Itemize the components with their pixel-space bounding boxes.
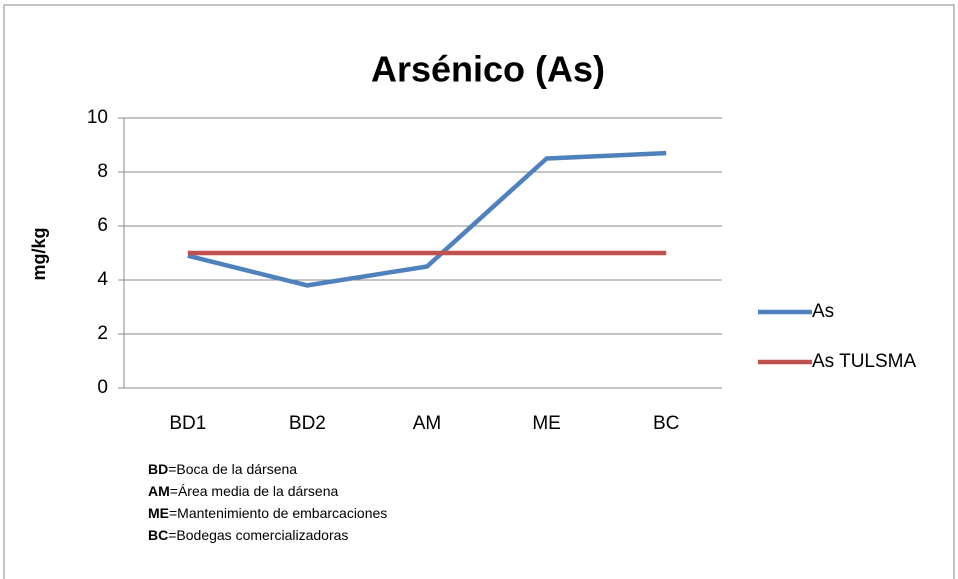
note-text: =Mantenimiento de embarcaciones — [169, 505, 387, 521]
note-text: =Boca de la dársena — [168, 461, 297, 477]
y-tick-label: 8 — [97, 161, 108, 182]
x-tick-label: ME — [532, 413, 561, 434]
legend-label: As — [812, 301, 834, 322]
x-tick-label: BD1 — [169, 413, 206, 434]
chart-title: Arsénico (As) — [371, 49, 605, 90]
x-tick-label: AM — [413, 413, 442, 434]
x-tick-label: BD2 — [289, 413, 326, 434]
y-tick-label: 4 — [97, 269, 108, 290]
legend-label: As TULSMA — [812, 351, 917, 372]
note-text: =Área media de la dársena — [170, 483, 339, 499]
note-abbr: BC — [148, 527, 168, 543]
note: BD=Boca de la dársena — [148, 461, 297, 477]
x-tick-label: BC — [653, 413, 679, 434]
y-tick-label: 0 — [97, 377, 108, 398]
note-text: =Bodegas comercializadoras — [168, 527, 348, 543]
note-abbr: BD — [148, 461, 168, 477]
chart-frame — [3, 4, 955, 579]
note: AM=Área media de la dársena — [148, 483, 338, 499]
note-abbr: AM — [148, 483, 170, 499]
note: ME=Mantenimiento de embarcaciones — [148, 505, 387, 521]
y-tick-label: 2 — [97, 323, 108, 344]
note-abbr: ME — [148, 505, 169, 521]
y-axis-label: mg/kg — [29, 227, 49, 280]
series-line — [187, 150, 667, 288]
y-tick-label: 10 — [87, 107, 108, 128]
y-tick-label: 6 — [97, 215, 108, 236]
note: BC=Bodegas comercializadoras — [148, 527, 348, 543]
